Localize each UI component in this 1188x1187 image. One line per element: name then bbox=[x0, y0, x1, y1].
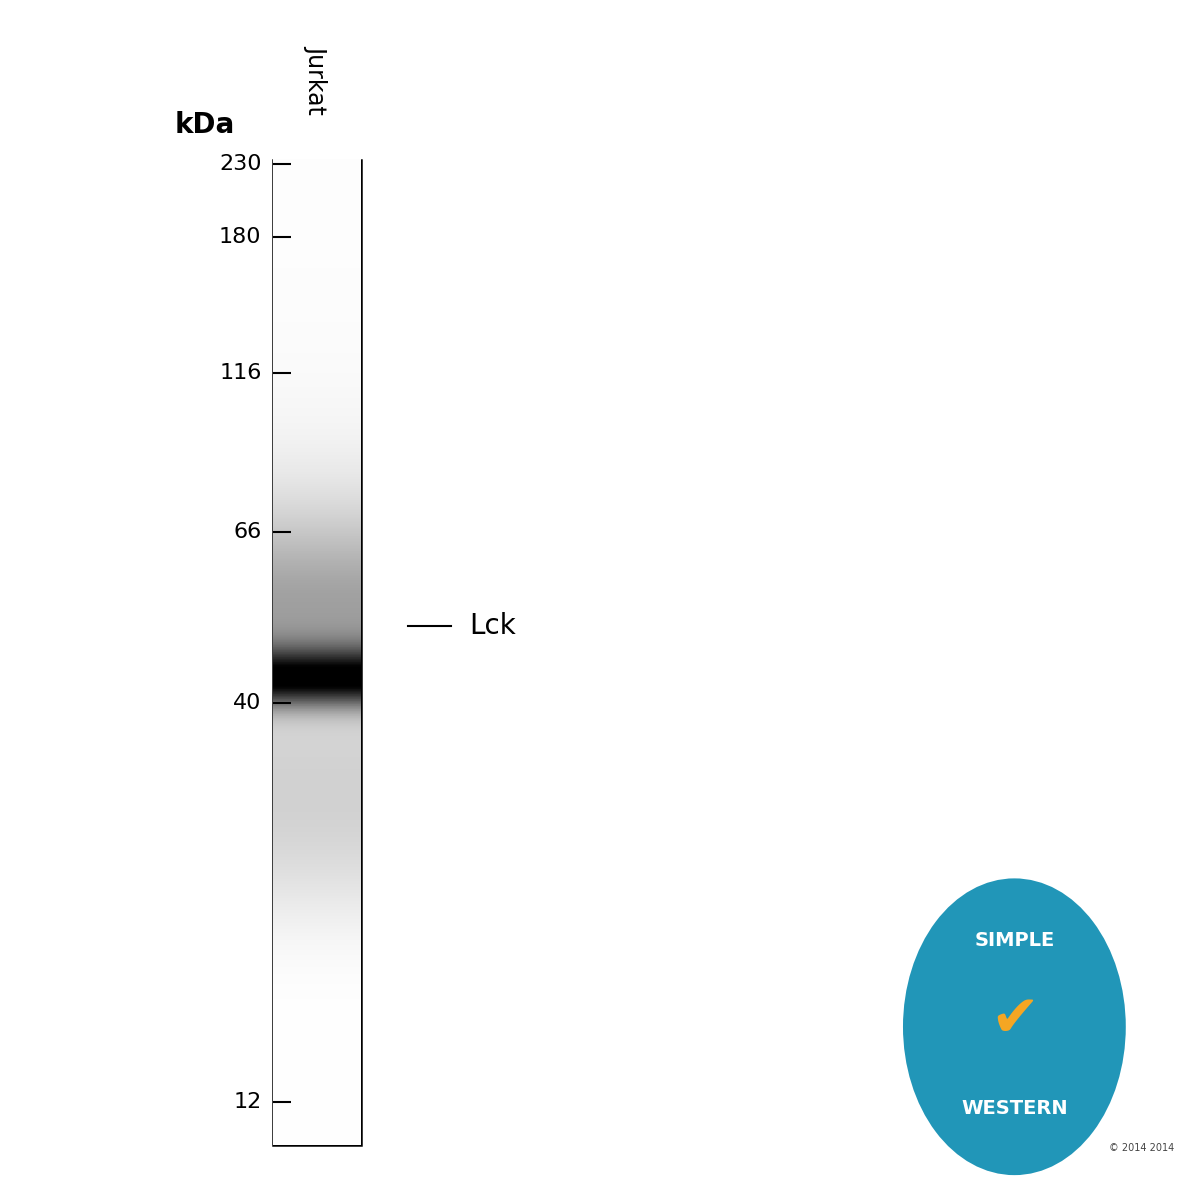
Text: WESTERN: WESTERN bbox=[961, 1099, 1068, 1118]
Text: kDa: kDa bbox=[175, 110, 235, 139]
Text: 40: 40 bbox=[233, 693, 261, 712]
Text: 230: 230 bbox=[219, 154, 261, 173]
Text: ✔: ✔ bbox=[990, 991, 1038, 1048]
Text: 180: 180 bbox=[219, 228, 261, 247]
Text: Lck: Lck bbox=[469, 611, 516, 640]
Text: SIMPLE: SIMPLE bbox=[974, 931, 1055, 951]
Text: 66: 66 bbox=[233, 522, 261, 541]
Ellipse shape bbox=[903, 878, 1126, 1175]
Text: 12: 12 bbox=[233, 1092, 261, 1111]
Text: © 2014 2014: © 2014 2014 bbox=[1110, 1143, 1174, 1154]
Text: Jurkat: Jurkat bbox=[304, 45, 329, 114]
Bar bbox=[273, 160, 361, 1145]
Text: 116: 116 bbox=[219, 363, 261, 382]
